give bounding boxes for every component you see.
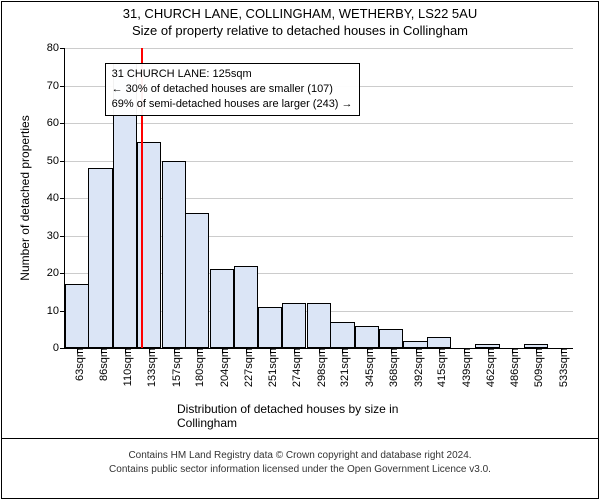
ytick-mark [60,161,65,162]
xtick-label: 110sqm [116,348,134,386]
ytick-label: 0 [53,342,59,354]
ytick-mark [60,273,65,274]
histogram-bar [403,341,427,349]
histogram-bar [88,168,112,348]
annotation-line-3: 69% of semi-detached houses are larger (… [112,97,353,112]
histogram-bar [234,266,258,349]
ytick-mark [60,48,65,49]
attribution-line-2: Contains public sector information licen… [109,464,491,475]
ytick-mark [60,348,65,349]
xtick-label: 321sqm [333,348,351,387]
attribution-line-1: Contains HM Land Registry data © Crown c… [128,450,471,461]
ytick-label: 40 [47,192,59,204]
ytick-mark [60,123,65,124]
xtick-label: 133sqm [140,348,158,387]
xtick-label: 204sqm [213,348,231,387]
xtick-label: 533sqm [552,348,570,387]
xtick-label: 274sqm [285,348,303,387]
histogram-bar [307,303,331,348]
xtick-label: 392sqm [407,348,425,387]
xtick-label: 486sqm [503,348,521,387]
annotation-box: 31 CHURCH LANE: 125sqm← 30% of detached … [105,63,360,116]
histogram-bar [210,269,234,348]
ytick-label: 10 [47,305,59,317]
separator-line [2,438,598,439]
xtick-label: 251sqm [261,348,279,387]
chart-area: 0 10 20 30 40 50 60 70 80 63sqm 86sqm 110sqm 133sqm 1… [0,38,600,438]
chart-titles-block: 31, CHURCH LANE, COLLINGHAM, WETHERBY, L… [0,6,600,38]
ytick-mark [60,198,65,199]
plot-box: 0102030405060708063sqm86sqm110sqm133sqm1… [64,48,573,349]
xtick-label: 368sqm [382,348,400,387]
xtick-label: 509sqm [527,348,545,387]
annotation-line-1: 31 CHURCH LANE: 125sqm [112,67,353,82]
y-axis-label: Number of detached properties [18,115,32,280]
ytick-label: 50 [47,155,59,167]
ytick-mark [60,86,65,87]
histogram-bar [162,161,186,349]
histogram-bar [65,284,89,348]
xtick-label: 439sqm [455,348,473,387]
x-axis-label: Distribution of detached houses by size … [177,402,459,430]
histogram-bar [330,322,354,348]
xtick-label: 462sqm [479,348,497,387]
annotation-line-2: ← 30% of detached houses are smaller (10… [112,82,353,97]
ytick-mark [60,236,65,237]
xtick-label: 180sqm [188,348,206,387]
histogram-bar [379,329,403,348]
chart-supertitle: 31, CHURCH LANE, COLLINGHAM, WETHERBY, L… [0,6,600,21]
ytick-label: 60 [47,117,59,129]
chart-subtitle: Size of property relative to detached ho… [0,23,600,38]
xtick-label: 227sqm [237,348,255,387]
xtick-label: 415sqm [430,348,448,387]
ytick-label: 70 [47,80,59,92]
xtick-label: 157sqm [165,348,183,387]
ytick-label: 20 [47,267,59,279]
ytick-label: 30 [47,230,59,242]
xtick-label: 86sqm [92,348,110,381]
histogram-bar [185,213,209,348]
histogram-bar [427,337,451,348]
ytick-label: 80 [47,42,59,54]
histogram-bar [355,326,379,349]
xtick-label: 345sqm [358,348,376,387]
xtick-label: 63sqm [68,348,86,381]
histogram-bar [282,303,306,348]
xtick-label: 298sqm [310,348,328,387]
histogram-bar [258,307,282,348]
